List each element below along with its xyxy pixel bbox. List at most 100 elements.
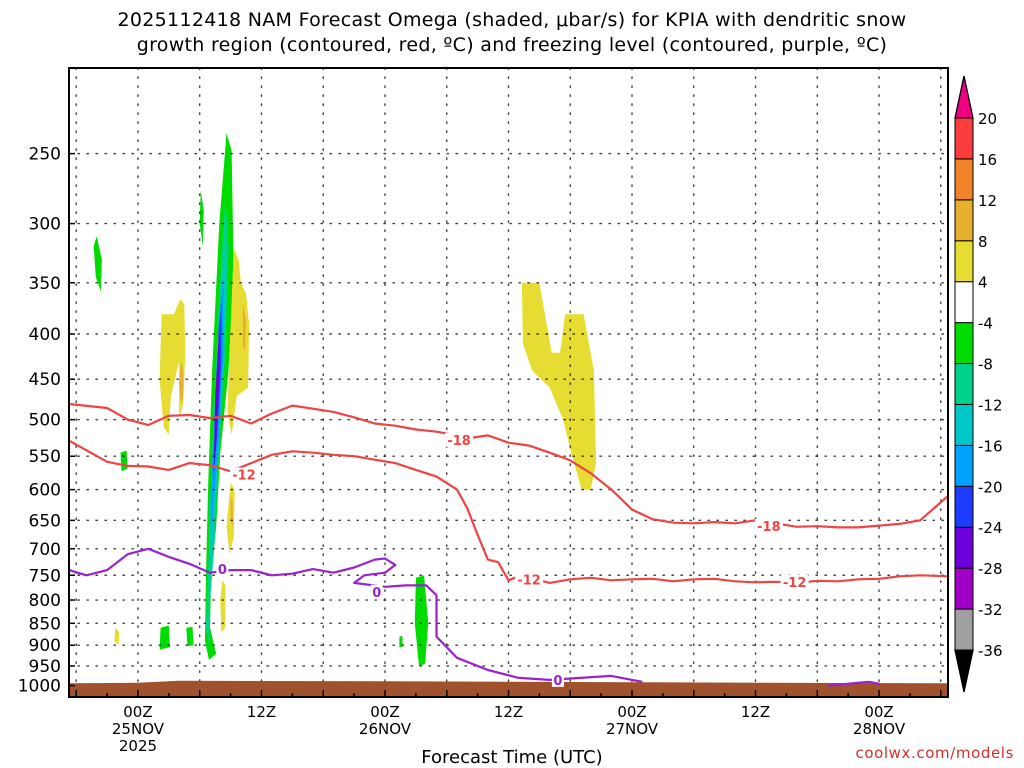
colorbar-tick-label: -4 xyxy=(978,315,993,333)
freezing-level-line xyxy=(827,680,881,687)
contour-label-bg xyxy=(445,432,474,447)
colorbar-tick-label: -16 xyxy=(978,437,1003,455)
colorbar-box xyxy=(954,608,974,651)
x-tick-date: 26NOV xyxy=(359,720,412,738)
colorbar-tick-label: -36 xyxy=(978,642,1003,660)
colorbar-box xyxy=(954,240,974,283)
omega-shading xyxy=(93,133,596,666)
contour-label-bg xyxy=(551,672,564,687)
contour-label: 0 xyxy=(372,586,381,601)
contour-label-bg xyxy=(754,519,783,534)
colorbar-box xyxy=(954,526,974,569)
omega-region xyxy=(521,282,596,490)
colorbar-tick-label: 16 xyxy=(978,151,997,169)
terrain xyxy=(69,680,948,697)
contour-label: -12 xyxy=(517,573,541,588)
colorbar-tick-label: -28 xyxy=(978,560,1003,578)
omega-region xyxy=(230,496,233,527)
colorbar-tick-label: -8 xyxy=(978,356,993,374)
credit-text: coolwx.com/models xyxy=(855,744,1014,762)
x-axis-title: Forecast Time (UTC) xyxy=(421,747,603,768)
y-tick-label: 450 xyxy=(29,370,61,390)
omega-region xyxy=(199,190,204,246)
x-tick-date: 25NOV xyxy=(112,720,165,738)
omega-region xyxy=(414,575,429,666)
contour-label-bg xyxy=(370,584,383,599)
x-tick-date: 27NOV xyxy=(606,720,659,738)
y-tick-label: 800 xyxy=(29,591,61,611)
contour-label-bg xyxy=(229,467,258,482)
colorbar-tick-label: 12 xyxy=(978,192,997,210)
colorbar-box xyxy=(954,117,974,160)
colorbar-tick-label: -12 xyxy=(978,396,1003,414)
contour-label-bg xyxy=(780,574,809,589)
x-tick-date: 28NOV xyxy=(853,720,906,738)
y-tick-label: 1000 xyxy=(18,677,61,697)
y-tick-label: 600 xyxy=(29,481,61,501)
colorbar-tick-label: -24 xyxy=(978,519,1003,537)
contour-label: -12 xyxy=(783,576,807,591)
contour-label-bg xyxy=(515,572,544,587)
omega-region xyxy=(159,298,186,435)
contour-line xyxy=(69,402,948,529)
y-tick-label: 550 xyxy=(29,447,61,467)
y-tick-label: 300 xyxy=(29,215,61,235)
omega-region xyxy=(120,450,128,472)
y-tick-label: 750 xyxy=(29,566,61,586)
colorbar-bottom-triangle xyxy=(954,649,974,693)
x-tick-label: 12Z xyxy=(247,703,276,721)
contour-label: 0 xyxy=(553,674,562,689)
x-tick-label: 00Z xyxy=(864,703,893,721)
colorbar: -36 -32 -28 -24 -20 -16 -12 -8 -4 4 8 12 16 20 xyxy=(954,75,1003,693)
contour-label: -12 xyxy=(232,469,256,484)
x-tick-year: 2025 xyxy=(119,737,157,755)
colorbar-tick-label: 20 xyxy=(978,110,997,128)
y-tick-label: 950 xyxy=(29,657,61,677)
colorbar-box xyxy=(954,281,974,324)
colorbar-tick-label: 8 xyxy=(978,233,988,251)
colorbar-top-triangle xyxy=(954,75,974,119)
omega-region xyxy=(179,361,184,404)
x-tick-label: 00Z xyxy=(617,703,646,721)
terrain-fill xyxy=(69,680,948,697)
colorbar-tick-label: -32 xyxy=(978,601,1003,619)
omega-region xyxy=(227,248,250,435)
colorbar-box xyxy=(954,567,974,610)
omega-region xyxy=(214,314,220,464)
colorbar-box xyxy=(954,322,974,365)
colorbar-box xyxy=(954,444,974,487)
colorbar-box xyxy=(954,158,974,201)
colorbar-tick-label: 4 xyxy=(978,274,988,292)
y-tick-label: 400 xyxy=(29,325,61,345)
contour-label: -18 xyxy=(447,434,471,449)
y-tick-label: 250 xyxy=(29,145,61,165)
y-tick-label: 850 xyxy=(29,614,61,634)
colorbar-box xyxy=(954,199,974,242)
colorbar-box xyxy=(954,363,974,405)
y-tick-label: 350 xyxy=(29,274,61,294)
chart-title-line1: 2025112418 NAM Forecast Omega (shaded, μ… xyxy=(117,9,907,31)
contour-labels: -18 -18 -12 -12 -12 0 0 0 xyxy=(216,432,809,689)
y-tick-label: 700 xyxy=(29,540,61,560)
colorbar-box xyxy=(954,403,974,446)
y-tick-label: 650 xyxy=(29,511,61,531)
x-tick-label: 12Z xyxy=(741,703,770,721)
omega-region xyxy=(186,626,194,647)
grid xyxy=(68,67,949,698)
x-tick-label: 00Z xyxy=(123,703,152,721)
omega-region xyxy=(220,580,226,633)
contour-label: 0 xyxy=(218,563,227,578)
colorbar-tick-label: -20 xyxy=(978,478,1003,496)
x-tick-label: 12Z xyxy=(494,703,523,721)
y-tick-label: 900 xyxy=(29,636,61,656)
omega-region xyxy=(114,627,120,646)
omega-region xyxy=(399,635,403,648)
colorbar-box xyxy=(954,485,974,528)
contour-label: -18 xyxy=(757,520,781,535)
chart-title-line2: growth region (contoured, red, ºC) and f… xyxy=(136,34,888,56)
freezing-level-line xyxy=(69,547,643,683)
omega-region xyxy=(93,236,102,292)
x-tick-label: 00Z xyxy=(370,703,399,721)
